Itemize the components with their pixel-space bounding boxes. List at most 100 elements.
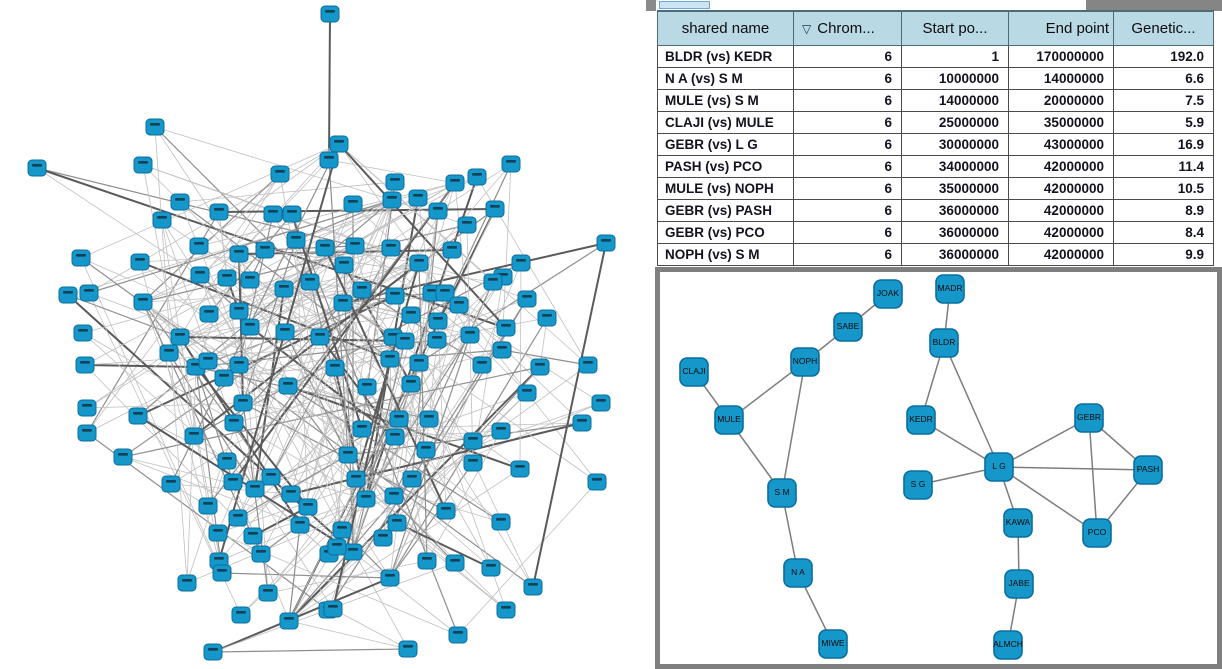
network-node[interactable] <box>258 584 278 602</box>
network-node[interactable] <box>177 574 197 592</box>
network-node[interactable] <box>170 193 190 211</box>
column-header-start-position[interactable]: Start po... <box>901 10 1009 46</box>
network-node[interactable] <box>75 356 95 374</box>
network-node[interactable] <box>463 454 483 472</box>
network-node[interactable] <box>212 564 232 582</box>
network-node[interactable] <box>380 350 400 368</box>
network-node[interactable] <box>416 441 436 459</box>
network-edge[interactable] <box>998 466 1098 534</box>
network-node[interactable] <box>198 352 218 370</box>
network-node-l-g[interactable]: L G <box>984 452 1014 482</box>
network-node[interactable] <box>79 284 99 302</box>
network-node[interactable] <box>274 280 294 298</box>
column-header-end-point[interactable]: End point <box>1008 10 1114 46</box>
network-node[interactable] <box>290 516 310 534</box>
network-node[interactable] <box>300 273 320 291</box>
network-node[interactable] <box>231 606 251 624</box>
network-node[interactable] <box>572 414 592 432</box>
network-node[interactable] <box>229 302 249 320</box>
network-node[interactable] <box>214 369 234 387</box>
network-node[interactable] <box>333 294 353 312</box>
network-node[interactable] <box>491 513 511 531</box>
network-node[interactable] <box>463 432 483 450</box>
network-node[interactable] <box>319 151 339 169</box>
network-node[interactable] <box>357 378 377 396</box>
network-node-noph[interactable]: NOPH <box>790 347 820 377</box>
detail-network-canvas[interactable]: JOAK MADR SABE BLDR NOPH CLAJI KEDR GEBR MULE L G… <box>660 272 1217 664</box>
network-node[interactable] <box>517 290 537 308</box>
network-node[interactable] <box>491 422 511 440</box>
network-node-pash[interactable]: PASH <box>1133 455 1163 485</box>
network-node-gebr[interactable]: GEBR <box>1074 403 1104 433</box>
network-node[interactable] <box>113 448 133 466</box>
network-node[interactable] <box>338 446 358 464</box>
network-node[interactable] <box>380 569 400 587</box>
network-node-almch[interactable]: ALMCH <box>993 630 1023 660</box>
network-node[interactable] <box>457 216 477 234</box>
network-node[interactable] <box>373 529 393 547</box>
network-node[interactable] <box>325 359 345 377</box>
network-node[interactable] <box>240 271 260 289</box>
network-node[interactable] <box>263 205 283 223</box>
network-node[interactable] <box>408 189 428 207</box>
network-node[interactable] <box>517 384 537 402</box>
network-node[interactable] <box>298 498 318 516</box>
network-node[interactable] <box>389 410 409 428</box>
network-node[interactable] <box>523 578 543 596</box>
network-node[interactable] <box>170 328 190 346</box>
network-node[interactable] <box>329 135 349 153</box>
table-row[interactable]: MULE (vs) NOPH 6 35000000 42000000 10.5 <box>657 177 1214 200</box>
network-node[interactable] <box>445 174 465 192</box>
network-node-kawa[interactable]: KAWA <box>1003 508 1033 538</box>
network-node[interactable] <box>310 328 330 346</box>
network-node[interactable] <box>384 487 404 505</box>
network-node[interactable] <box>217 269 237 287</box>
network-node[interactable] <box>229 356 249 374</box>
network-node[interactable] <box>203 643 223 661</box>
network-node[interactable] <box>229 245 249 263</box>
network-node-bldr[interactable]: BLDR <box>929 328 959 358</box>
network-node[interactable] <box>198 497 218 515</box>
network-node[interactable] <box>401 306 421 324</box>
network-node[interactable] <box>472 356 492 374</box>
network-node[interactable] <box>58 286 78 304</box>
network-node[interactable] <box>356 490 376 508</box>
network-node[interactable] <box>130 253 150 271</box>
network-node[interactable] <box>435 284 455 302</box>
network-node[interactable] <box>578 356 598 374</box>
network-node[interactable] <box>279 612 299 630</box>
network-node[interactable] <box>334 256 354 274</box>
network-node[interactable] <box>71 249 91 267</box>
network-node-madr[interactable]: MADR <box>935 274 965 304</box>
network-node[interactable] <box>243 527 263 545</box>
network-node[interactable] <box>428 312 448 330</box>
network-node[interactable] <box>460 326 480 344</box>
network-node[interactable] <box>270 165 290 183</box>
network-node[interactable] <box>245 480 265 498</box>
network-node[interactable] <box>449 296 469 314</box>
network-node[interactable] <box>152 211 172 229</box>
network-node[interactable] <box>382 191 402 209</box>
network-node[interactable] <box>77 424 97 442</box>
network-node[interactable] <box>485 200 505 218</box>
network-node[interactable] <box>442 241 462 259</box>
network-node[interactable] <box>190 266 210 284</box>
network-node[interactable] <box>145 118 165 136</box>
network-node[interactable] <box>587 473 607 491</box>
table-row[interactable]: MULE (vs) S M 6 14000000 20000000 7.5 <box>657 89 1214 112</box>
network-node[interactable] <box>483 273 503 291</box>
network-node[interactable] <box>27 159 47 177</box>
network-node[interactable] <box>343 543 363 561</box>
network-node[interactable] <box>596 234 616 252</box>
network-node[interactable] <box>240 318 260 336</box>
network-node-s-m[interactable]: S M <box>767 478 797 508</box>
tab-fragment[interactable] <box>659 1 710 9</box>
network-node[interactable] <box>409 254 429 272</box>
network-node[interactable] <box>133 293 153 311</box>
network-node[interactable] <box>409 354 429 372</box>
network-node[interactable] <box>251 545 271 563</box>
network-node[interactable] <box>133 156 153 174</box>
table-row[interactable]: GEBR (vs) L G 6 30000000 43000000 16.9 <box>657 133 1214 156</box>
network-node[interactable] <box>402 470 422 488</box>
network-node[interactable] <box>332 521 352 539</box>
